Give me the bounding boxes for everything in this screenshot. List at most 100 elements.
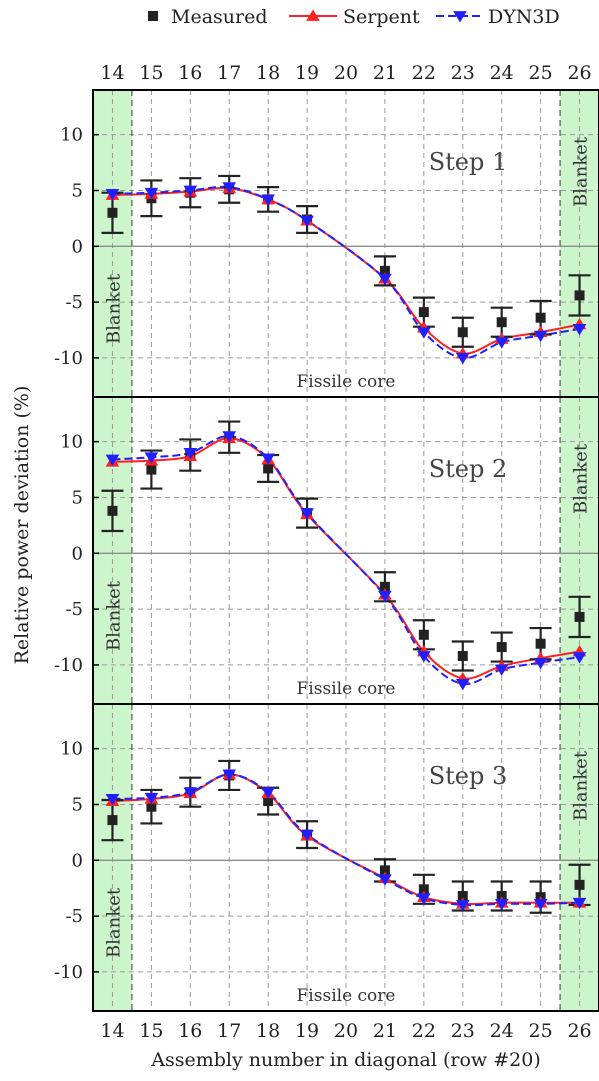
dyn3d-point — [183, 185, 198, 197]
dyn3d-point — [533, 330, 548, 343]
x-tick-label-bottom: 21 — [373, 1020, 397, 1042]
dyn3d-point — [300, 829, 314, 842]
measured-point — [107, 815, 118, 826]
measured-point — [535, 312, 546, 323]
measured-point — [146, 801, 157, 812]
dyn3d-point — [183, 447, 198, 460]
x-tick-label-bottom: 14 — [100, 1020, 124, 1042]
measured-point — [496, 642, 507, 653]
measured-point — [496, 317, 507, 328]
blanket-label-right: Blanket — [571, 443, 592, 514]
y-tick-label: 5 — [72, 180, 83, 201]
x-tick-label-top: 20 — [334, 62, 358, 84]
y-tick-label: 5 — [72, 794, 83, 815]
dyn3d-point — [261, 194, 275, 206]
measured-point — [146, 464, 157, 475]
panel-1: 10 5 0 -5 -10 Step 1 Blanket Blanket Fissile cor… — [54, 89, 599, 398]
step-title: Step 2 — [429, 455, 508, 483]
measured-point — [574, 290, 585, 301]
dyn3d-point — [494, 664, 509, 676]
legend: Measured Serpent DYN3D — [148, 6, 560, 28]
dyn3d-point — [533, 898, 548, 911]
step-title: Step 1 — [429, 148, 508, 176]
y-tick-label: 10 — [60, 432, 83, 453]
x-tick-label-top: 23 — [451, 62, 475, 84]
x-tick-label-top: 17 — [217, 62, 241, 84]
measured-point — [535, 638, 546, 649]
y-tick-label: -5 — [65, 906, 83, 927]
y-tick-label: 0 — [72, 850, 83, 871]
legend-measured-label: Measured — [171, 6, 268, 28]
measured-point — [418, 884, 429, 895]
dyn3d-point — [455, 679, 470, 691]
x-tick-label-top: 19 — [295, 62, 319, 84]
dyn3d-point — [378, 590, 392, 603]
measured-point — [574, 611, 585, 622]
x-tick-label-bottom: 23 — [451, 1020, 475, 1042]
y-tick-label: 10 — [60, 125, 83, 146]
dyn3d-point — [261, 787, 275, 799]
dyn3d-point — [417, 651, 431, 663]
legend-measured-marker — [148, 11, 158, 21]
blanket-label-left: Blanket — [103, 273, 124, 344]
chart-panels: 10 5 0 -5 -10 Step 1 Blanket Blanket Fissile cor… — [54, 62, 599, 1042]
x-tick-label-bottom: 24 — [490, 1020, 514, 1042]
x-tick-label-bottom: 18 — [256, 1020, 280, 1042]
x-tick-label-top: 18 — [256, 62, 280, 84]
measured-point — [457, 327, 468, 338]
fissile-core-label: Fissile core — [297, 372, 396, 392]
measured-point — [379, 865, 390, 876]
step-title: Step 3 — [429, 762, 508, 790]
x-tick-label-top: 24 — [490, 62, 514, 84]
measured-point — [107, 505, 118, 516]
legend-serpent-marker — [306, 9, 320, 21]
dyn3d-point — [222, 431, 237, 443]
measured-point — [496, 891, 507, 902]
fissile-core-label: Fissile core — [297, 986, 396, 1006]
measured-point — [379, 265, 390, 276]
legend-dyn3d-marker — [453, 11, 467, 23]
dyn3d-point — [261, 453, 275, 465]
dyn3d-point — [183, 787, 198, 799]
panel-3: 10 5 0 -5 -10 Step 3 Blanket Blanket Fissile cor… — [54, 703, 599, 1012]
dyn3d-point — [572, 897, 587, 910]
y-tick-label: -10 — [54, 348, 83, 369]
dyn3d-point — [494, 898, 509, 911]
dyn3d-point — [222, 182, 237, 194]
x-tick-label-bottom: 26 — [567, 1020, 591, 1042]
dyn3d-point — [455, 353, 470, 365]
measured-point — [107, 207, 118, 218]
y-tick-label: 0 — [72, 543, 83, 564]
measured-point — [263, 796, 274, 807]
blanket-label-left: Blanket — [103, 580, 124, 651]
dyn3d-point — [300, 215, 314, 228]
dyn3d-point — [494, 337, 509, 349]
dyn3d-point — [378, 874, 392, 886]
y-tick-label: -10 — [54, 655, 83, 676]
legend-serpent-label: Serpent — [343, 6, 420, 28]
dyn3d-point — [144, 187, 159, 200]
x-tick-label-bottom: 20 — [334, 1020, 358, 1042]
x-tick-label-top: 25 — [529, 62, 553, 84]
x-tick-label-top: 22 — [412, 62, 436, 84]
y-tick-label: 10 — [60, 739, 83, 760]
dyn3d-point — [105, 794, 120, 806]
measured-point — [418, 629, 429, 640]
dyn3d-point — [300, 508, 314, 520]
y-axis-label: Relative power deviation (%) — [11, 386, 33, 665]
x-tick-label-top: 14 — [100, 62, 124, 84]
dyn3d-point — [144, 792, 159, 805]
x-tick-label-top: 26 — [567, 62, 591, 84]
measured-point — [379, 581, 390, 592]
x-axis-label: Assembly number in diagonal (row #20) — [150, 1049, 540, 1071]
dyn3d-point — [533, 657, 548, 670]
panel-2: 10 5 0 -5 -10 Step 2 Blanket Blanket Fissile cor… — [54, 396, 599, 705]
dyn3d-point — [572, 652, 587, 664]
y-tick-label: -5 — [65, 292, 83, 313]
measured-point — [457, 891, 468, 902]
dyn3d-point — [572, 324, 587, 336]
dyn3d-point — [105, 188, 120, 201]
y-tick-label: -10 — [54, 962, 83, 983]
dyn3d-point — [144, 452, 159, 464]
